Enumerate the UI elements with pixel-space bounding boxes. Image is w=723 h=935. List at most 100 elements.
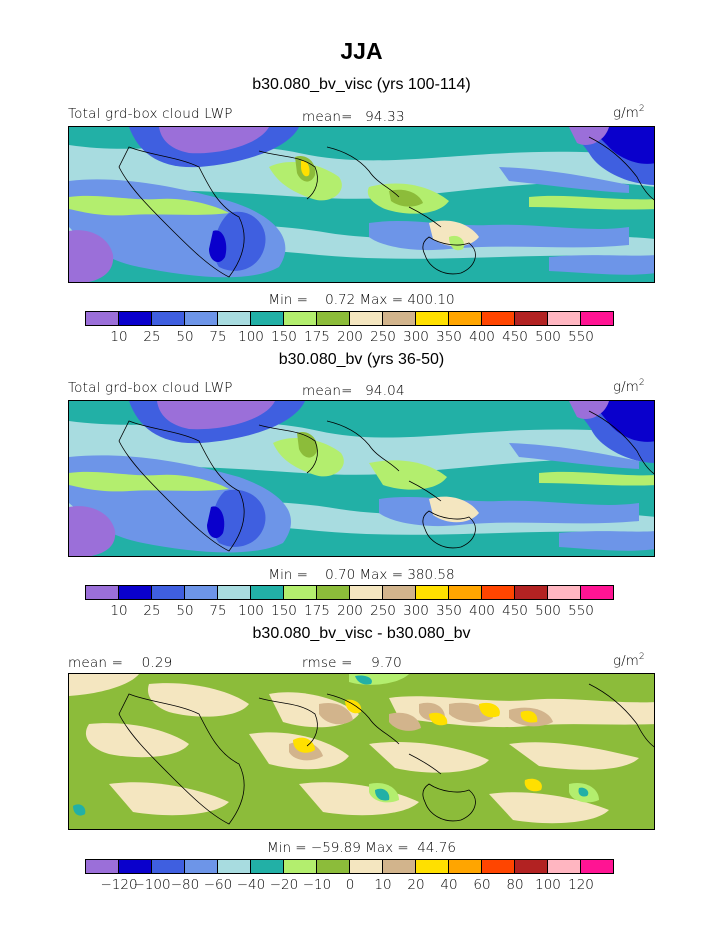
colorbar-tick-label: 400 [469, 329, 495, 345]
max-value: 400.10 [407, 292, 455, 308]
panel-2-variable-label: Total grd-box cloud LWP [68, 380, 233, 396]
max-value: 44.76 [417, 840, 456, 856]
colorbar-tick-label: 75 [209, 329, 227, 345]
colorbar-swatch [448, 859, 482, 874]
colorbar-tick-label: 400 [469, 603, 495, 619]
panel-1-contour-field [69, 127, 654, 282]
colorbar-swatch [316, 585, 350, 600]
panel-2-colorbar [85, 585, 614, 600]
colorbar-tick-label: 250 [370, 329, 396, 345]
colorbar-tick-label: 10 [374, 877, 392, 893]
colorbar-swatch [349, 585, 383, 600]
colorbar-tick-label: 250 [370, 603, 396, 619]
panel-1-variable-label: Total grd-box cloud LWP [68, 106, 233, 122]
colorbar-tick-label: 60 [473, 877, 491, 893]
colorbar-swatch [151, 311, 185, 326]
colorbar-swatch [250, 859, 284, 874]
panel-1-colorbar [85, 311, 614, 326]
colorbar-swatch [382, 585, 416, 600]
panel-1-mean: mean= 94.33 [302, 109, 405, 125]
colorbar-swatch [415, 585, 449, 600]
colorbar-tick-label: 300 [403, 329, 429, 345]
colorbar-tick-label: −100 [133, 877, 171, 893]
colorbar-swatch [283, 311, 317, 326]
min-value: −59.89 [310, 840, 361, 856]
colorbar-swatch [349, 311, 383, 326]
colorbar-tick-label: 40 [440, 877, 458, 893]
colorbar-swatch [580, 311, 614, 326]
min-value: 0.70 [325, 567, 356, 583]
max-label: Max = [359, 292, 404, 308]
colorbar-swatch [250, 585, 284, 600]
min-label: Min = [268, 292, 308, 308]
panel-2-mean: mean= 94.04 [302, 383, 405, 399]
panel-3-map [68, 673, 655, 830]
panel-2-title: b30.080_bv (yrs 36-50) [278, 351, 445, 368]
units-text: g/m [613, 105, 639, 121]
panel-1-mean-label: mean= [302, 109, 353, 125]
colorbar-swatch [415, 311, 449, 326]
colorbar-swatch [217, 859, 251, 874]
colorbar-tick-label: −40 [236, 877, 266, 893]
colorbar-tick-label: 50 [176, 329, 194, 345]
panel-3-colorbar-ticks: −120 −100 −80 −60 −40 −20 −10 0 10 20 40 60 80 100 120 [85, 877, 645, 893]
colorbar-swatch [85, 311, 119, 326]
colorbar-tick-label: 175 [304, 329, 330, 345]
colorbar-tick-label: 200 [337, 329, 363, 345]
colorbar-swatch [448, 311, 482, 326]
colorbar-swatch [448, 585, 482, 600]
colorbar-tick-label: 80 [506, 877, 524, 893]
colorbar-tick-label: 0 [345, 877, 355, 893]
colorbar-swatch [349, 859, 383, 874]
colorbar-tick-label: 550 [568, 603, 594, 619]
colorbar-swatch [547, 585, 581, 600]
panel-3-minmax: Min = −59.89 Max = 44.76 [0, 840, 723, 856]
panel-3-rmse-label: rmse = [302, 655, 353, 671]
units-text: g/m [613, 379, 639, 395]
panel-2-mean-value: 94.04 [365, 383, 405, 399]
min-label: Min = [268, 567, 308, 583]
panel-3-rmse: rmse = 9.70 [302, 655, 402, 671]
panel-3-mean-label: mean = [68, 655, 124, 671]
panel-3-rmse-value: 9.70 [371, 655, 402, 671]
colorbar-tick-label: 500 [535, 603, 561, 619]
colorbar-tick-label: 75 [209, 603, 227, 619]
colorbar-swatch [514, 859, 548, 874]
panel-1-colorbar-ticks: 10 25 50 75 100 150 175 200 250 300 350 400 450 500 55… [85, 329, 645, 345]
colorbar-swatch [184, 859, 218, 874]
colorbar-tick-label: −80 [170, 877, 200, 893]
units-exponent: 2 [638, 378, 645, 388]
min-label: Min = [267, 840, 307, 856]
panel-3-title: b30.080_bv_visc - b30.080_bv [252, 625, 471, 642]
colorbar-tick-label: 120 [568, 877, 594, 893]
panel-3-mean: mean = 0.29 [68, 655, 172, 671]
colorbar-tick-label: 25 [143, 603, 161, 619]
panel-1-title: b30.080_bv_visc (yrs 100-114) [252, 76, 471, 93]
panel-1-minmax: Min = 0.72 Max = 400.10 [0, 292, 723, 308]
colorbar-swatch [118, 585, 152, 600]
colorbar-swatch [547, 311, 581, 326]
colorbar-swatch [580, 585, 614, 600]
colorbar-tick-label: 50 [176, 603, 194, 619]
panel-2-contour-field [69, 401, 654, 556]
colorbar-swatch [514, 311, 548, 326]
colorbar-swatch [316, 859, 350, 874]
max-label: Max = [365, 840, 409, 856]
colorbar-tick-label: 100 [238, 603, 264, 619]
panel-2-units: g/m2 [613, 378, 645, 395]
panel-2-mean-label: mean= [302, 383, 353, 399]
colorbar-swatch [151, 859, 185, 874]
colorbar-tick-label: −120 [100, 877, 138, 893]
colorbar-swatch [514, 585, 548, 600]
colorbar-tick-label: 200 [337, 603, 363, 619]
colorbar-swatch [217, 311, 251, 326]
colorbar-swatch [415, 859, 449, 874]
panel-3-colorbar [85, 859, 614, 874]
panel-2-map [68, 400, 655, 557]
panel-2-colorbar-ticks: 10 25 50 75 100 150 175 200 250 300 350 400 450 500 55… [85, 603, 645, 619]
max-value: 380.58 [407, 567, 455, 583]
panel-1-map [68, 126, 655, 283]
colorbar-swatch [217, 585, 251, 600]
colorbar-swatch [250, 311, 284, 326]
colorbar-tick-label: −20 [269, 877, 299, 893]
